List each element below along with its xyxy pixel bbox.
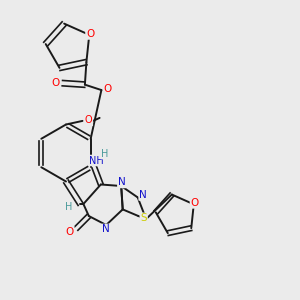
Text: O: O (65, 226, 74, 237)
Text: O: O (190, 198, 199, 208)
Text: S: S (140, 213, 147, 224)
Text: N: N (102, 224, 110, 235)
Text: H: H (101, 148, 108, 159)
Text: O: O (52, 78, 60, 88)
Text: N: N (139, 190, 147, 200)
Text: N: N (118, 177, 126, 188)
Text: O: O (104, 84, 112, 94)
Text: NH: NH (89, 155, 104, 166)
Text: H: H (65, 202, 73, 212)
Text: O: O (85, 115, 92, 125)
Text: O: O (86, 29, 94, 39)
